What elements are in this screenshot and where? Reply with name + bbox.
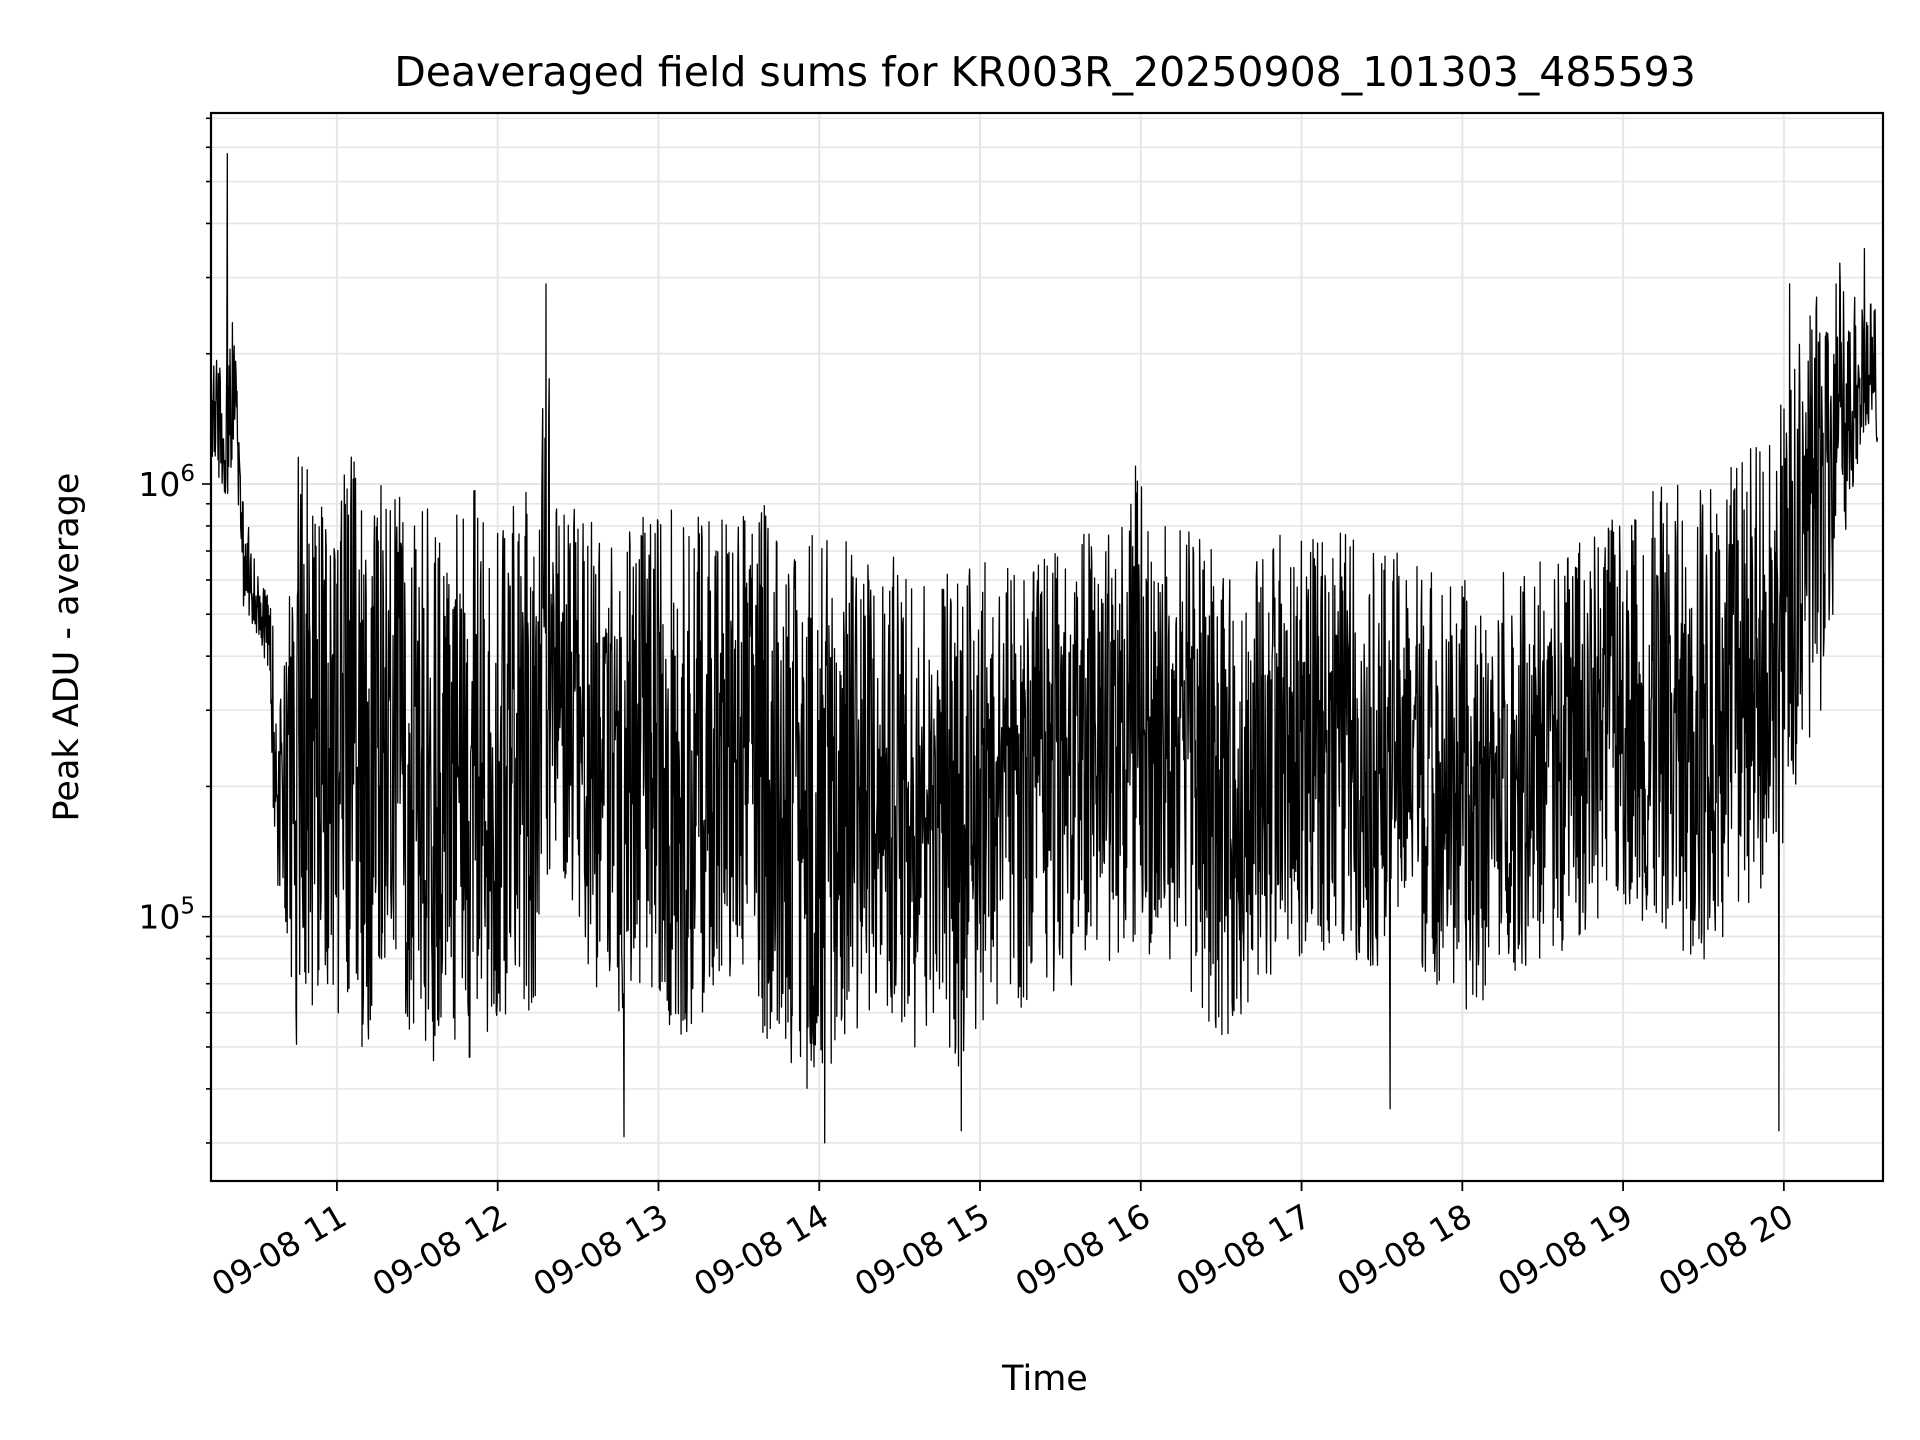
chart-title: Deaveraged field sums for KR003R_2025090… bbox=[394, 48, 1696, 96]
y-axis-label: Peak ADU - average bbox=[47, 473, 87, 822]
x-axis-label: Time bbox=[1001, 1359, 1088, 1399]
series-layer bbox=[211, 152, 1879, 1144]
y-tick-label: 106 bbox=[138, 461, 195, 504]
plot-frame bbox=[209, 111, 1885, 1183]
series-line bbox=[211, 152, 1879, 1144]
y-tick-label: 105 bbox=[138, 894, 195, 937]
